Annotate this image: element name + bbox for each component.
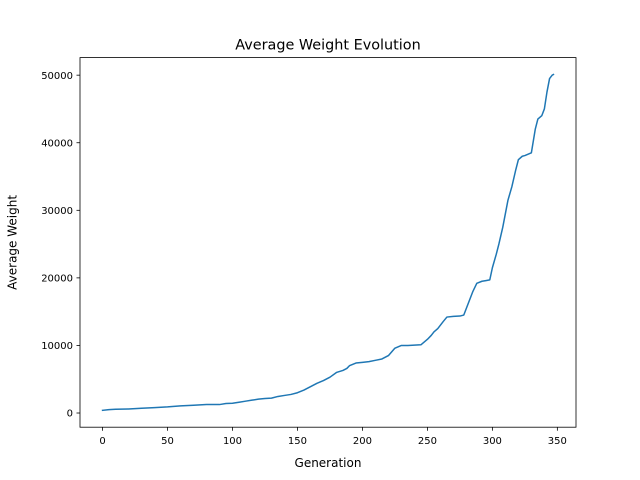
x-tick-label: 350 [548,436,567,447]
x-tick-label: 100 [223,436,242,447]
y-axis-label: Average Weight [6,195,20,290]
chart-title: Average Weight Evolution [235,38,420,54]
y-tick-label: 40000 [41,138,73,149]
y-tick-label: 0 [67,409,73,420]
y-tick-label: 20000 [41,273,73,284]
x-tick-label: 300 [483,436,502,447]
y-tick-label: 50000 [41,71,73,82]
series-line [101,73,555,412]
y-tick-label: 30000 [41,206,73,217]
x-axis-label: Generation [295,456,362,470]
x-tick-label: 250 [418,436,437,447]
x-axis-ticks: 0 50 100 150 200 250 300 350 [99,427,567,447]
axes-frame [79,57,577,428]
x-tick-label: 150 [288,436,307,447]
x-tick-label: 200 [353,436,372,447]
y-axis-ticks: 0 10000 20000 30000 40000 50000 [41,71,80,420]
x-tick-label: 50 [161,436,174,447]
y-tick-label: 10000 [41,341,73,352]
x-tick-label: 0 [99,436,105,447]
